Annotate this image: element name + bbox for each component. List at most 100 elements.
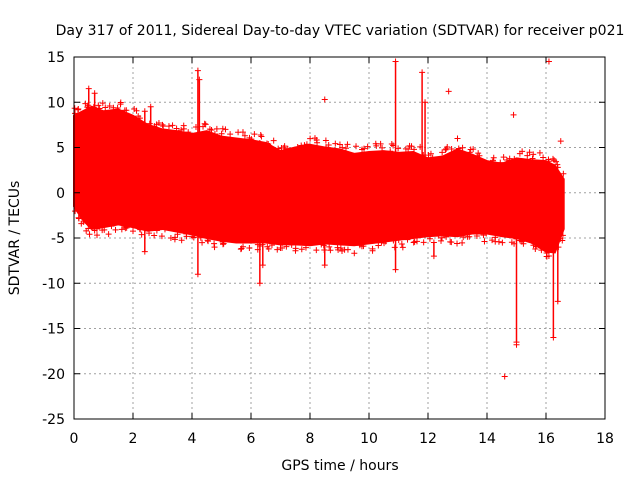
- upper-edge-point: [298, 142, 305, 149]
- upper-edge-point: [155, 119, 162, 126]
- spike-end-point: [419, 69, 426, 76]
- lower-edge-point: [339, 247, 346, 254]
- chart-title: Day 317 of 2011, Sidereal Day-to-day VTE…: [56, 23, 625, 39]
- y-tick-label: -20: [42, 367, 65, 383]
- outlier-point: [501, 373, 508, 380]
- lower-edge-point: [130, 228, 137, 235]
- lower-edge-point: [112, 226, 119, 233]
- lower-edge-point: [122, 225, 129, 232]
- upper-edge-point: [475, 150, 482, 157]
- spike-end-point: [194, 67, 201, 74]
- upper-edge-point: [200, 123, 207, 130]
- upper-edge-point: [448, 145, 455, 152]
- lower-edge-point: [404, 236, 411, 243]
- y-tick-label: -5: [51, 231, 65, 247]
- outlier-point: [445, 88, 452, 95]
- upper-edge-point: [123, 107, 130, 114]
- upper-edge-point: [160, 123, 167, 130]
- upper-edge-point: [411, 146, 418, 153]
- upper-edge-point: [553, 158, 560, 165]
- upper-edge-point: [466, 149, 473, 156]
- lower-edge-point: [138, 231, 145, 238]
- spike-end-point: [196, 76, 203, 83]
- lower-edge-point: [381, 240, 388, 247]
- upper-edge-point: [545, 158, 552, 165]
- upper-edge-point: [213, 125, 220, 132]
- lower-edge-point: [80, 218, 87, 225]
- axis-ticks: [73, 56, 606, 420]
- lower-edge-point: [481, 238, 488, 245]
- lower-edge-point: [538, 247, 545, 254]
- upper-edge-point: [524, 152, 531, 159]
- lower-edge-point: [375, 242, 382, 249]
- spike-end-point: [147, 144, 154, 151]
- lower-edge-point: [337, 245, 344, 252]
- upper-edge-point: [506, 155, 513, 162]
- upper-edge-point: [82, 100, 89, 107]
- spike-end-point: [554, 235, 561, 241]
- upper-edge-point: [71, 105, 78, 112]
- lower-edge-point: [327, 247, 334, 254]
- outlier-point: [545, 58, 552, 65]
- lower-edge-point: [454, 240, 461, 247]
- spike-end-point: [91, 90, 98, 97]
- lower-edge-point: [420, 239, 427, 246]
- upper-edge-point: [342, 145, 349, 152]
- lower-edge-point: [533, 243, 540, 250]
- lower-edge-point: [220, 241, 227, 248]
- spike-end-point: [256, 139, 263, 146]
- x-tick-label: 18: [596, 431, 614, 447]
- lower-edge-point: [351, 250, 358, 257]
- upper-edge-point: [311, 135, 318, 142]
- lower-edge-point: [108, 223, 115, 230]
- upper-edge-point: [227, 131, 234, 138]
- upper-edge-point: [222, 126, 229, 133]
- spike-end-point: [85, 85, 92, 92]
- lower-edge-point: [517, 237, 524, 244]
- outlier-point: [321, 96, 328, 103]
- upper-edge-point: [275, 145, 282, 152]
- lower-edge-point: [360, 243, 367, 250]
- upper-edge-point: [219, 125, 226, 132]
- spike-end-point: [321, 162, 328, 169]
- upper-edge-point: [503, 157, 510, 164]
- upper-edge-point: [408, 143, 415, 150]
- lower-edge-point: [174, 231, 181, 238]
- lower-edge-point: [178, 237, 185, 244]
- upper-edge-point: [74, 106, 81, 113]
- lower-edge-point: [277, 245, 284, 252]
- lower-edge-point: [313, 247, 320, 254]
- y-axis-label: SDTVAR / TECUs: [7, 181, 23, 296]
- upper-edge-point: [402, 145, 409, 152]
- y-tick-label: 5: [56, 141, 65, 157]
- upper-edge-point: [388, 141, 395, 148]
- outlier-point: [159, 121, 166, 128]
- lower-edge-point: [341, 246, 348, 253]
- lower-edge-point: [158, 233, 165, 240]
- upper-edge-point: [332, 140, 339, 147]
- lower-edge-point: [246, 244, 253, 251]
- upper-edge-point: [474, 153, 481, 160]
- lower-edge-point: [398, 241, 405, 248]
- lower-edge-point: [265, 245, 272, 252]
- upper-edge-point: [241, 132, 248, 139]
- y-tick-label: -15: [42, 322, 65, 338]
- x-tick-label: 6: [247, 431, 256, 447]
- x-tick-label: 8: [306, 431, 315, 447]
- spike-end-point: [422, 99, 429, 106]
- upper-edge-point: [294, 144, 301, 151]
- upper-edge-point: [322, 144, 329, 151]
- spike-end-point: [256, 280, 263, 287]
- upper-edge-point: [169, 122, 176, 129]
- x-tick-labels: 0 2 4 6 8 10 12 14 16 18: [70, 431, 614, 447]
- spike-end-point: [196, 144, 203, 151]
- upper-edge-point: [459, 144, 466, 151]
- x-tick-label: 12: [419, 431, 437, 447]
- upper-edge-point: [490, 154, 497, 161]
- upper-edge-point: [519, 148, 526, 155]
- upper-edge-point: [500, 154, 507, 161]
- data-points: [71, 58, 567, 380]
- upper-edge-point: [377, 140, 384, 147]
- upper-edge-point: [265, 141, 272, 148]
